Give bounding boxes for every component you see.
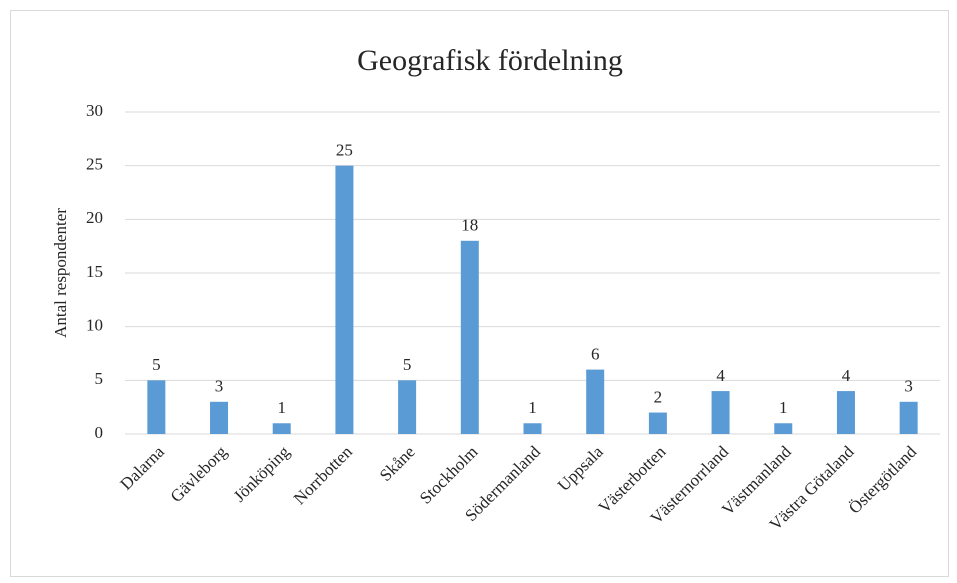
data-label: 3 bbox=[215, 377, 224, 396]
data-label: 1 bbox=[277, 398, 286, 417]
data-label: 5 bbox=[152, 355, 161, 374]
bar bbox=[774, 423, 793, 434]
data-label: 4 bbox=[716, 366, 725, 385]
bar bbox=[335, 165, 354, 434]
data-label: 18 bbox=[461, 216, 478, 235]
chart-title: Geografisk fördelning bbox=[357, 44, 623, 77]
data-label: 6 bbox=[591, 345, 600, 364]
y-tick-label: 10 bbox=[86, 316, 103, 335]
bar bbox=[210, 401, 229, 434]
data-label: 2 bbox=[654, 387, 663, 406]
data-label: 1 bbox=[528, 398, 537, 417]
y-tick-label: 20 bbox=[86, 208, 103, 227]
data-label: 5 bbox=[403, 355, 412, 374]
bar bbox=[648, 412, 667, 434]
data-label: 25 bbox=[336, 141, 353, 160]
y-tick-label: 0 bbox=[95, 423, 104, 442]
bar bbox=[460, 240, 479, 434]
y-tick-label: 5 bbox=[95, 369, 104, 388]
data-label: 1 bbox=[779, 398, 788, 417]
data-label: 4 bbox=[842, 366, 851, 385]
bar bbox=[272, 423, 291, 434]
bar bbox=[586, 369, 605, 434]
bar bbox=[899, 401, 918, 434]
y-tick-label: 25 bbox=[86, 155, 103, 174]
bar bbox=[523, 423, 542, 434]
chart-border bbox=[10, 10, 949, 577]
y-tick-label: 15 bbox=[86, 262, 103, 281]
bar bbox=[836, 391, 855, 434]
y-tick-label: 30 bbox=[86, 101, 103, 120]
bar bbox=[147, 380, 166, 434]
bar bbox=[711, 391, 730, 434]
data-label: 3 bbox=[904, 377, 913, 396]
y-axis-label: Antal respondenter bbox=[51, 208, 70, 338]
bar bbox=[398, 380, 417, 434]
